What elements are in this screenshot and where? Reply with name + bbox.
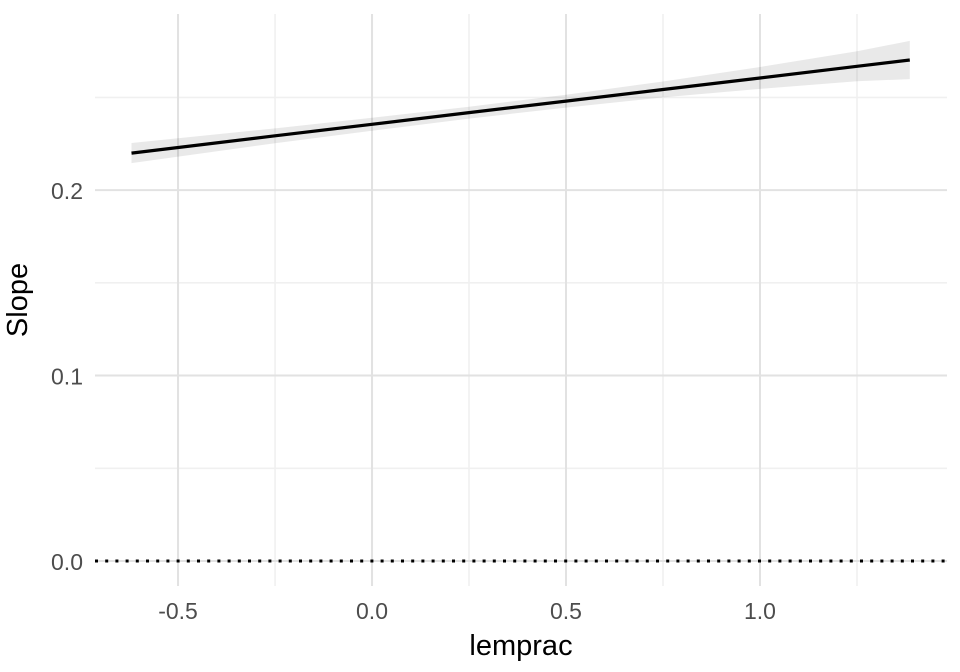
x-axis-title: lemprac bbox=[469, 630, 572, 662]
y-axis-title: Slope bbox=[2, 263, 34, 337]
y-tick-label: 0.2 bbox=[51, 178, 83, 204]
y-tick-label: 0.0 bbox=[51, 549, 83, 575]
x-tick-label: -0.5 bbox=[158, 598, 198, 624]
x-tick-label: 1.0 bbox=[744, 598, 776, 624]
x-tick-label: 0.0 bbox=[356, 598, 388, 624]
x-tick-label: 0.5 bbox=[550, 598, 582, 624]
gridlines-major bbox=[95, 14, 947, 586]
x-tick-labels: -0.5 0.0 0.5 1.0 bbox=[158, 598, 776, 624]
y-tick-label: 0.1 bbox=[51, 364, 83, 390]
y-tick-labels: 0.0 0.1 0.2 bbox=[51, 178, 83, 575]
regression-line bbox=[131, 58, 910, 155]
gridlines-minor bbox=[95, 14, 947, 586]
confidence-ribbon bbox=[131, 40, 910, 164]
